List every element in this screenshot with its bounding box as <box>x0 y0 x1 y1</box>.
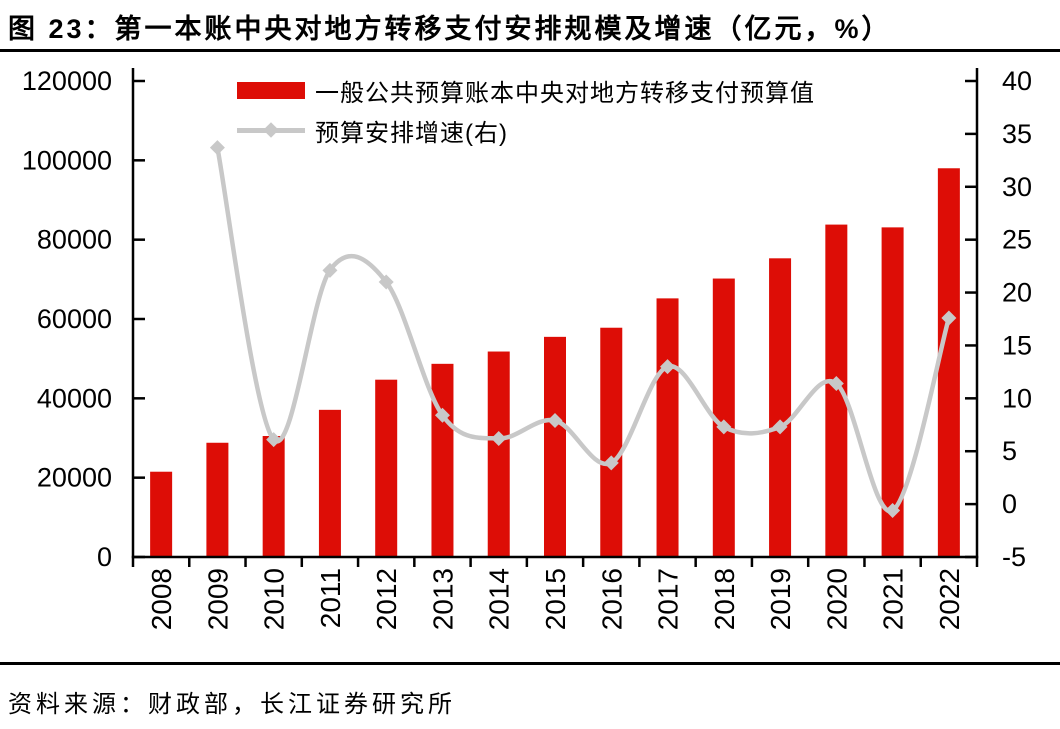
legend-item-bar: 一般公共预算账本中央对地方转移支付预算值 <box>237 73 815 107</box>
line-legend-label: 预算安排增速(右) <box>315 119 508 147</box>
svg-text:30: 30 <box>1002 172 1032 202</box>
svg-text:40: 40 <box>1002 66 1032 96</box>
source-note: 资料来源：财政部，长江证券研究所 <box>8 691 456 718</box>
svg-text:2010: 2010 <box>259 568 290 630</box>
svg-text:0: 0 <box>97 542 112 572</box>
svg-text:2015: 2015 <box>540 568 571 630</box>
svg-text:2020: 2020 <box>821 568 852 630</box>
svg-text:2014: 2014 <box>484 568 515 630</box>
svg-text:2022: 2022 <box>934 568 965 630</box>
svg-text:2017: 2017 <box>653 568 684 630</box>
bar-legend-label: 一般公共预算账本中央对地方转移支付预算值 <box>315 79 815 107</box>
svg-text:2018: 2018 <box>709 568 740 630</box>
svg-text:80000: 80000 <box>37 225 112 255</box>
svg-text:2012: 2012 <box>371 568 402 630</box>
svg-text:60000: 60000 <box>37 304 112 334</box>
svg-text:20000: 20000 <box>37 463 112 493</box>
svg-text:2011: 2011 <box>315 568 346 628</box>
svg-text:2021: 2021 <box>878 568 909 630</box>
bar-series <box>150 168 960 558</box>
svg-text:2008: 2008 <box>146 568 177 630</box>
svg-text:2009: 2009 <box>202 568 233 630</box>
svg-text:40000: 40000 <box>37 383 112 413</box>
svg-text:20: 20 <box>1002 278 1032 308</box>
svg-text:35: 35 <box>1002 119 1032 149</box>
svg-text:2019: 2019 <box>765 568 796 630</box>
line-legend-swatch <box>237 122 305 138</box>
chart-title: 图 23：第一本账中央对地方转移支付安排规模及增速（亿元，%） <box>8 14 892 44</box>
bar-legend-swatch <box>237 81 305 99</box>
legend-item-line: 预算安排增速(右) <box>237 113 815 147</box>
axes: 0 20000 40000 60000 80000 100000 120000 -5 0 5 10 1… <box>22 66 1032 572</box>
growth-line <box>215 145 952 514</box>
title-divider <box>0 49 1060 52</box>
line-markers <box>209 140 957 518</box>
diamond-marker-icon <box>263 122 279 138</box>
svg-text:5: 5 <box>1002 436 1017 466</box>
legend: 一般公共预算账本中央对地方转移支付预算值 预算安排增速(右) <box>237 73 815 147</box>
svg-text:-5: -5 <box>1002 542 1026 572</box>
svg-text:0: 0 <box>1002 489 1017 519</box>
svg-text:100000: 100000 <box>22 145 112 175</box>
svg-text:15: 15 <box>1002 330 1032 360</box>
x-axis-labels: 2008 2009 2010 2011 2012 2013 2014 2015 2016 2017… <box>146 568 965 630</box>
svg-text:2016: 2016 <box>596 568 627 630</box>
svg-text:25: 25 <box>1002 225 1032 255</box>
svg-text:120000: 120000 <box>22 66 112 96</box>
svg-text:10: 10 <box>1002 383 1032 413</box>
footer-divider <box>0 662 1060 665</box>
svg-text:2013: 2013 <box>427 568 458 630</box>
